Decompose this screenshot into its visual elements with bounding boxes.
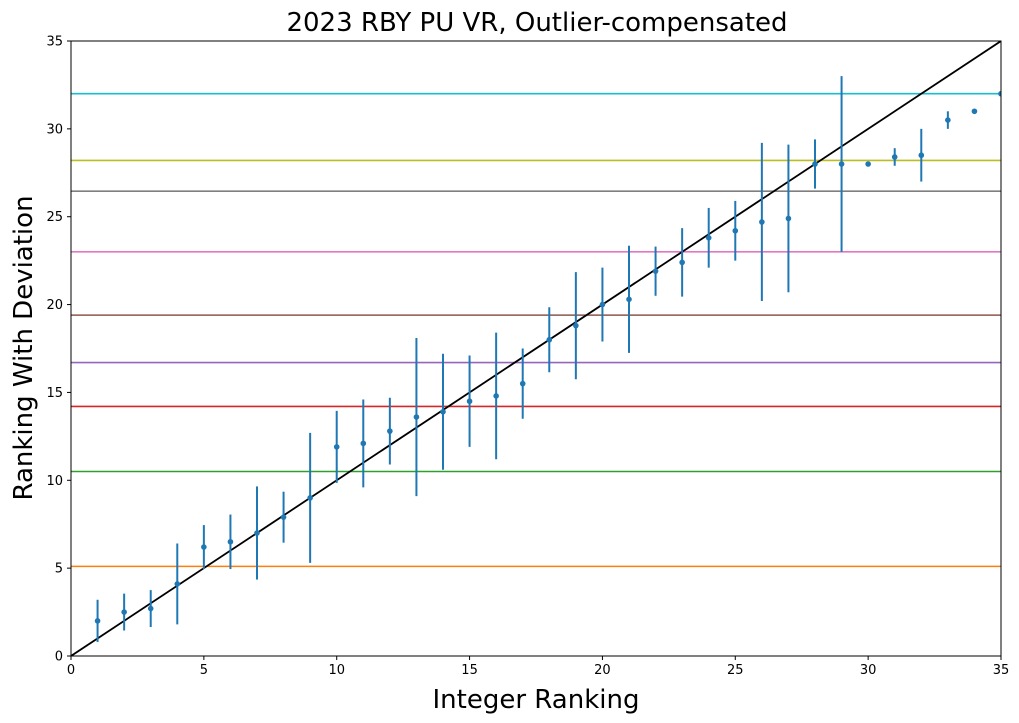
- data-point-29: [838, 161, 845, 167]
- x-tick-label-30: 30: [860, 663, 877, 678]
- y-tick-label-0: 0: [55, 650, 63, 665]
- data-point-1: [94, 618, 101, 624]
- data-point-21: [626, 296, 632, 303]
- data-point-26: [759, 219, 765, 225]
- data-point-7: [254, 530, 260, 536]
- data-point-34: [971, 108, 978, 115]
- y-tick-label-35: 35: [46, 35, 63, 50]
- plot-area: [71, 41, 1001, 656]
- data-point-32: [918, 152, 925, 159]
- data-point-4: [174, 581, 181, 587]
- data-point-2: [121, 609, 127, 615]
- data-point-30: [865, 161, 871, 167]
- data-point-12: [387, 428, 393, 434]
- diagonal-line: [71, 41, 1001, 656]
- data-point-16: [493, 393, 499, 399]
- x-tick-label-35: 35: [993, 663, 1010, 678]
- data-point-35: [998, 90, 1001, 97]
- y-tick-label-25: 25: [46, 210, 63, 225]
- data-point-15: [466, 398, 473, 405]
- y-axis-label: Ranking With Deviation: [9, 195, 39, 500]
- data-point-19: [573, 322, 579, 329]
- data-point-25: [732, 227, 739, 234]
- data-point-27: [785, 215, 792, 222]
- y-tick-label-5: 5: [55, 562, 63, 577]
- x-tick-label-5: 5: [200, 663, 208, 678]
- data-point-8: [280, 514, 287, 520]
- data-point-20: [599, 301, 606, 308]
- data-point-24: [705, 235, 712, 241]
- data-point-6: [227, 538, 234, 545]
- x-tick-label-0: 0: [67, 663, 75, 678]
- y-tick-label-20: 20: [46, 298, 63, 313]
- data-point-22: [652, 268, 659, 274]
- data-point-3: [147, 605, 154, 612]
- y-tick-label-30: 30: [46, 122, 63, 137]
- data-point-9: [307, 495, 313, 501]
- x-tick-label-10: 10: [328, 663, 345, 678]
- data-point-31: [891, 154, 898, 160]
- axes: 0 5 10 15 20 25 30 35 0 5 10 15 20 25 30 35: [46, 35, 1009, 679]
- x-tick-label-15: 15: [461, 663, 478, 678]
- data-point-33: [945, 117, 951, 123]
- data-point-18: [546, 336, 553, 343]
- data-point-23: [679, 259, 685, 266]
- data-point-11: [360, 440, 367, 447]
- data-point-13: [413, 414, 420, 420]
- x-axis-label: Integer Ranking: [433, 685, 640, 715]
- data-point-17: [519, 380, 526, 387]
- chart-title: 2023 RBY PU VR, Outlier-compensated: [286, 8, 787, 38]
- data-point-10: [333, 444, 340, 450]
- x-tick-label-25: 25: [727, 663, 744, 678]
- data-point-28: [812, 161, 818, 167]
- data-point-14: [440, 408, 446, 415]
- axes-frame: [70, 40, 1002, 657]
- y-tick-label-10: 10: [46, 474, 63, 489]
- y-tick-label-15: 15: [46, 386, 63, 401]
- data-point-5: [201, 544, 207, 550]
- x-tick-label-20: 20: [594, 663, 611, 678]
